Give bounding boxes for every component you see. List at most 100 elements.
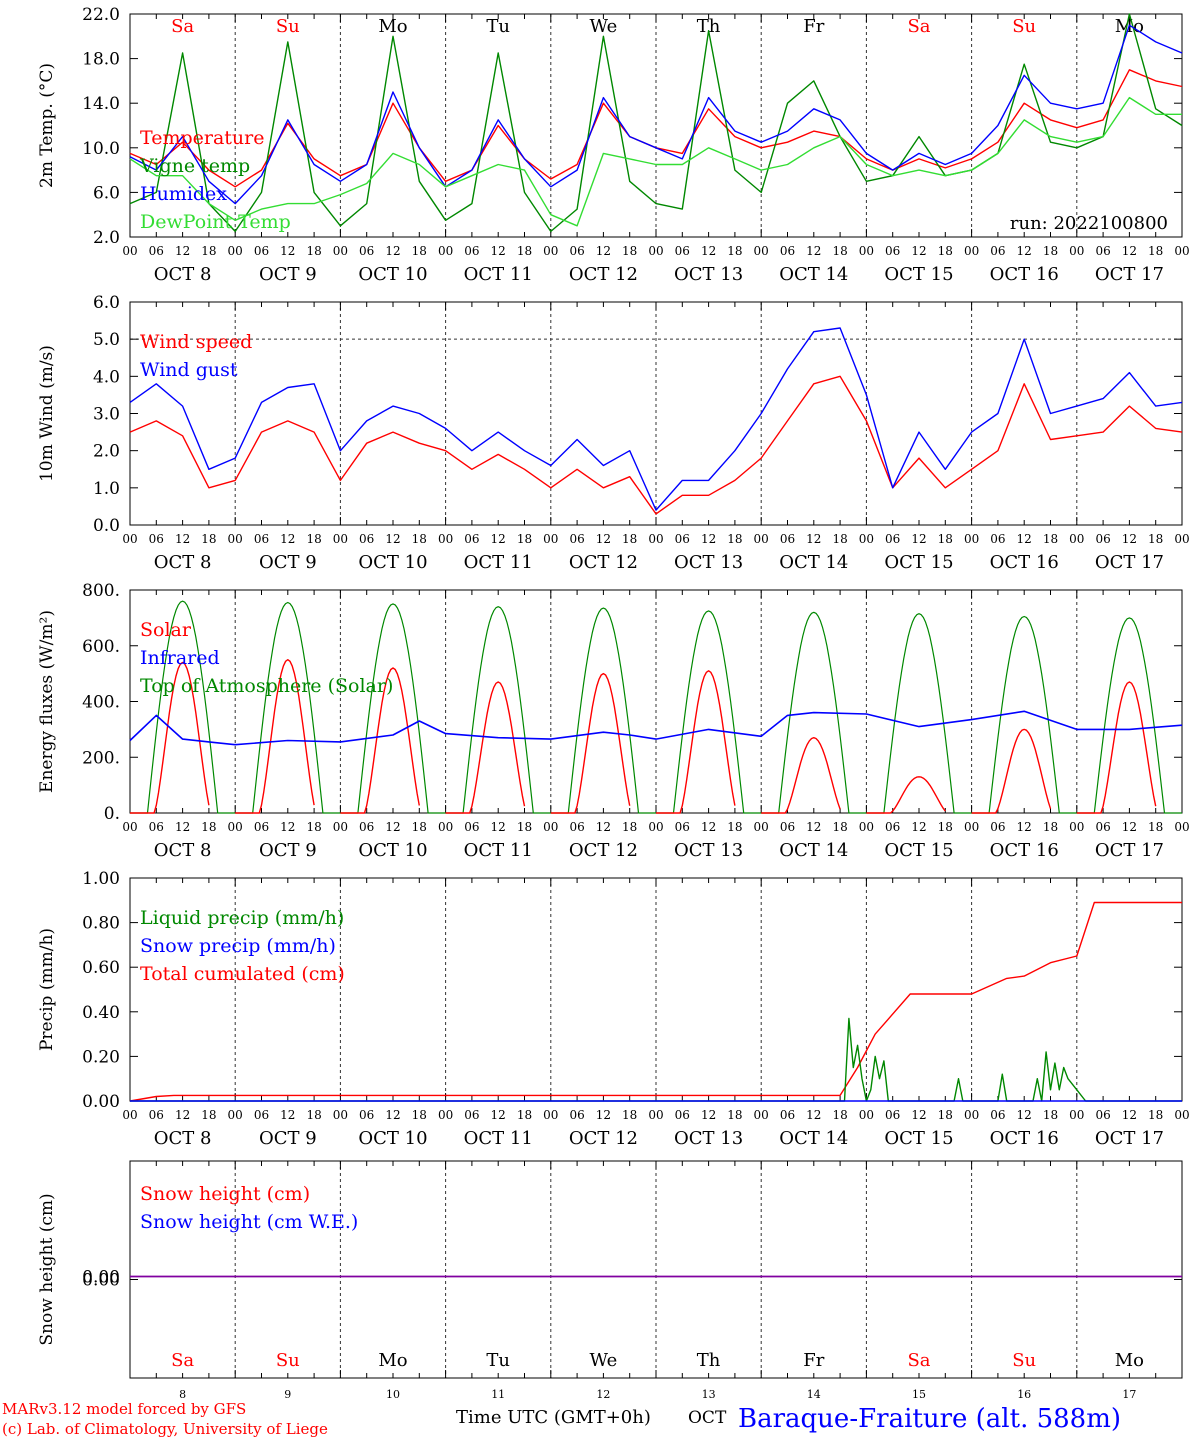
time-axis-label: Time UTC (GMT+0h) <box>456 1407 651 1428</box>
date-label: OCT 8 <box>154 1128 212 1149</box>
date-label: OCT 10 <box>358 264 427 285</box>
hour-tick-label: 00 <box>754 532 769 546</box>
hour-tick-label: 00 <box>1174 532 1189 546</box>
y-axis-label: Energy fluxes (W/m²) <box>37 610 57 793</box>
credit-lab: (c) Lab. of Climatology, University of L… <box>2 1420 328 1438</box>
hour-tick-label: 06 <box>1095 1108 1110 1122</box>
hour-tick-label: 18 <box>412 1108 427 1122</box>
hour-tick-label: 18 <box>412 820 427 834</box>
weekday-label: Sa <box>171 1350 194 1371</box>
y-tick-label: 2.0 <box>93 442 120 462</box>
y-tick-label: 18.0 <box>82 50 120 70</box>
date-label: OCT 14 <box>779 264 848 285</box>
series-line-top-of-atmosphere-day6 <box>656 610 762 814</box>
date-label: OCT 15 <box>884 552 953 573</box>
y-axis-label: 10m Wind (m/s) <box>37 345 57 482</box>
hour-tick-label: 12 <box>175 244 190 258</box>
weekday-label: We <box>590 1350 618 1371</box>
hour-tick-label: 12 <box>491 532 506 546</box>
date-label: OCT 11 <box>464 1128 533 1149</box>
date-label: OCT 11 <box>464 840 533 861</box>
weekday-label: Fr <box>803 1350 824 1371</box>
day-number-label: 11 <box>491 1388 505 1401</box>
hour-tick-label: 18 <box>412 244 427 258</box>
hour-tick-label: 06 <box>885 1108 900 1122</box>
hour-tick-label: 00 <box>1069 1108 1084 1122</box>
hour-tick-label: 18 <box>1148 532 1163 546</box>
y-tick-label: 14.0 <box>82 94 120 114</box>
y-tick-label: 400. <box>82 693 120 713</box>
hour-tick-label: 00 <box>964 532 979 546</box>
hour-tick-label: 06 <box>780 244 795 258</box>
hour-tick-label: 12 <box>175 1108 190 1122</box>
hour-tick-label: 18 <box>622 532 637 546</box>
day-number-label: 14 <box>807 1388 821 1401</box>
hour-tick-label: 18 <box>832 244 847 258</box>
hour-tick-label: 12 <box>806 1108 821 1122</box>
weekday-label: Mo <box>378 1350 407 1371</box>
hour-tick-label: 06 <box>1095 820 1110 834</box>
hour-tick-label: 12 <box>491 244 506 258</box>
hour-tick-label: 06 <box>254 1108 269 1122</box>
panel-2: 0.0 1.0 2.0 3.0 4.0 5.0 6.0 10m Wind (m/s) 00 06 1… <box>37 293 1190 573</box>
weekday-label: Su <box>1012 16 1036 37</box>
date-label: OCT 11 <box>464 264 533 285</box>
hour-tick-label: 18 <box>622 1108 637 1122</box>
series-line-top-of-atmosphere-day3 <box>340 603 446 814</box>
day-number-label: 8 <box>179 1388 186 1401</box>
hour-tick-label: 12 <box>701 1108 716 1122</box>
weekday-label: Sa <box>171 16 194 37</box>
hour-tick-label: 00 <box>228 820 243 834</box>
hour-tick-label: 12 <box>596 244 611 258</box>
y-tick-label: 0. <box>104 804 120 824</box>
date-label: OCT 14 <box>779 1128 848 1149</box>
month-label: OCT <box>688 1408 727 1428</box>
hour-tick-label: 06 <box>254 532 269 546</box>
hour-tick-label: 00 <box>1069 244 1084 258</box>
y-tick-label: 0.00 <box>82 1271 120 1291</box>
hour-tick-label: 00 <box>122 244 137 258</box>
hour-tick-label: 12 <box>1017 820 1032 834</box>
date-label: OCT 14 <box>779 840 848 861</box>
hour-tick-label: 12 <box>1017 1108 1032 1122</box>
hour-tick-label: 18 <box>1148 244 1163 258</box>
y-tick-label: 0.60 <box>82 958 120 978</box>
hour-tick-label: 18 <box>832 1108 847 1122</box>
hour-tick-label: 06 <box>675 244 690 258</box>
day-number-label: 10 <box>386 1388 400 1401</box>
hour-tick-label: 00 <box>648 1108 663 1122</box>
series-line-top-of-atmosphere-day8 <box>866 613 972 814</box>
y-tick-label: 22.0 <box>82 5 120 25</box>
hour-tick-label: 18 <box>201 244 216 258</box>
hour-tick-label: 12 <box>280 532 295 546</box>
date-label: OCT 8 <box>154 840 212 861</box>
panel-3: 0. 200. 400. 600. 800. Energy fluxes (W/m²) 00… <box>37 581 1190 861</box>
hour-tick-label: 18 <box>938 532 953 546</box>
date-label: OCT 12 <box>569 840 638 861</box>
y-tick-label: 2.0 <box>93 228 120 248</box>
hour-tick-label: 00 <box>964 244 979 258</box>
series-line-vigne-temp <box>129 13 1183 233</box>
hour-tick-label: 00 <box>1174 244 1189 258</box>
hour-tick-label: 18 <box>727 1108 742 1122</box>
hour-tick-label: 06 <box>464 1108 479 1122</box>
date-label: OCT 13 <box>674 1128 743 1149</box>
hour-tick-label: 12 <box>1017 244 1032 258</box>
date-label: OCT 9 <box>259 1128 317 1149</box>
weekday-label: Tu <box>486 16 510 37</box>
hour-tick-label: 18 <box>622 244 637 258</box>
hour-tick-label: 06 <box>675 532 690 546</box>
hour-tick-label: 00 <box>859 1108 874 1122</box>
hour-tick-label: 00 <box>859 244 874 258</box>
weekday-label: Sa <box>907 1350 930 1371</box>
y-tick-label: 0.20 <box>82 1047 120 1067</box>
hour-tick-label: 18 <box>938 820 953 834</box>
weekday-label: Sa <box>907 16 930 37</box>
hour-tick-label: 06 <box>464 820 479 834</box>
hour-tick-label: 00 <box>754 820 769 834</box>
legend-entry: Solar <box>140 619 192 641</box>
y-tick-label: 800. <box>82 581 120 601</box>
legend-entry: Snow height (cm W.E.) <box>140 1211 358 1233</box>
hour-tick-label: 00 <box>648 244 663 258</box>
